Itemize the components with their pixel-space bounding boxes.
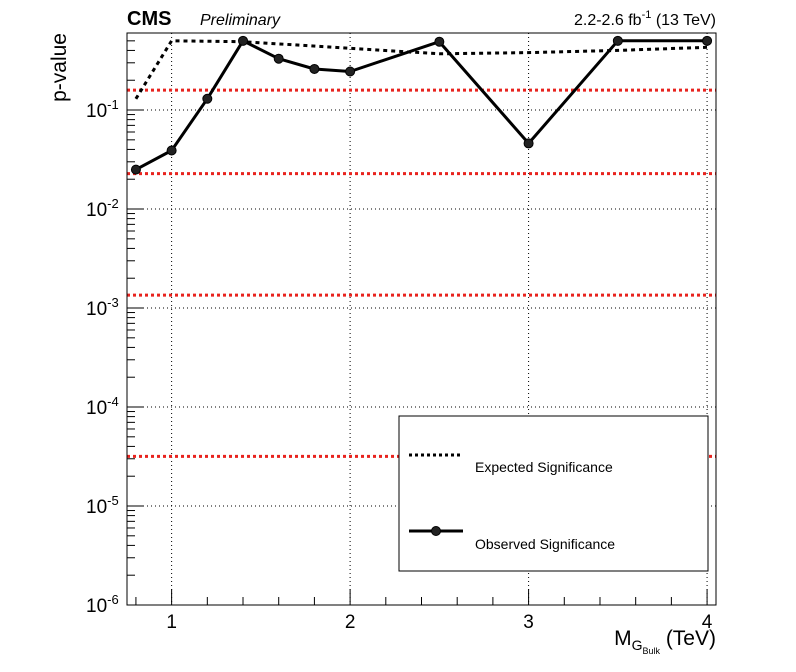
y-tick-label-base: 10 xyxy=(86,200,107,221)
y-tick-label-base: 10 xyxy=(86,299,107,320)
expected-significance-line xyxy=(134,39,708,100)
observed-data-point xyxy=(309,63,320,74)
x-tick-label: 1 xyxy=(166,612,177,633)
observed-data-point xyxy=(166,145,177,156)
status-label: Preliminary xyxy=(200,12,281,29)
observed-data-point xyxy=(612,35,623,46)
experiment-label: CMS xyxy=(127,8,171,30)
observed-data-point xyxy=(702,35,713,46)
luminosity-label: 2.2-2.6 fb-1 (13 TeV) xyxy=(574,9,716,29)
x-axis-label-unit: (TeV) xyxy=(666,627,716,650)
legend-observed-label: Observed Significance xyxy=(475,536,615,552)
observed-data-point xyxy=(202,93,213,104)
x-tick-label: 3 xyxy=(523,612,534,633)
y-tick-label-base: 10 xyxy=(86,398,107,419)
legend-expected-label: Expected Significance xyxy=(475,459,613,475)
lumi-main: 2.2-2.6 fb xyxy=(574,12,642,29)
y-tick-label: 10-2 xyxy=(86,196,119,221)
x-axis-label-main: M xyxy=(614,627,632,650)
y-tick-label: 10-1 xyxy=(86,97,119,122)
y-tick-label-exp: -4 xyxy=(107,394,119,409)
y-tick-label-exp: -5 xyxy=(107,493,119,508)
y-tick-label: 10-6 xyxy=(86,592,119,617)
legend: Expected Significance Observed Significa… xyxy=(398,415,709,572)
data-series xyxy=(130,35,713,175)
x-axis-label: MGBulk (TeV) xyxy=(614,627,716,656)
y-tick-label: 10-5 xyxy=(86,493,119,518)
observed-data-point xyxy=(273,53,284,64)
observed-significance-line xyxy=(135,39,708,171)
y-tick-label-base: 10 xyxy=(86,497,107,518)
y-tick-label-exp: -3 xyxy=(107,295,119,310)
observed-data-point xyxy=(523,138,534,149)
lumi-sup: -1 xyxy=(642,9,652,21)
y-tick-label-base: 10 xyxy=(86,101,107,122)
lumi-energy: (13 TeV) xyxy=(656,12,716,29)
x-tick-label: 4 xyxy=(702,612,713,633)
y-tick-label-exp: -2 xyxy=(107,196,119,211)
observed-data-point xyxy=(238,35,249,46)
axis-tick-labels: 1 2 3 410-610-510-410-310-210-1 xyxy=(86,97,713,633)
observed-data-point xyxy=(434,36,445,47)
axis-ticks xyxy=(127,40,708,606)
reference-lines xyxy=(127,88,716,458)
y-tick-label: 10-3 xyxy=(86,295,119,320)
y-tick-label-exp: -1 xyxy=(107,97,119,112)
y-axis-label: p-value xyxy=(48,33,71,102)
y-tick-label: 10-4 xyxy=(86,394,119,419)
legend-observed-marker xyxy=(431,526,441,536)
observed-data-point xyxy=(130,164,141,175)
x-axis-label-sub: G xyxy=(632,637,643,653)
legend-box xyxy=(398,415,709,572)
y-tick-label-exp: -6 xyxy=(107,592,119,607)
y-tick-label-base: 10 xyxy=(86,596,107,617)
x-tick-label: 2 xyxy=(345,612,356,633)
observed-data-point xyxy=(345,66,356,77)
x-axis-label-subsub: Bulk xyxy=(642,646,660,656)
